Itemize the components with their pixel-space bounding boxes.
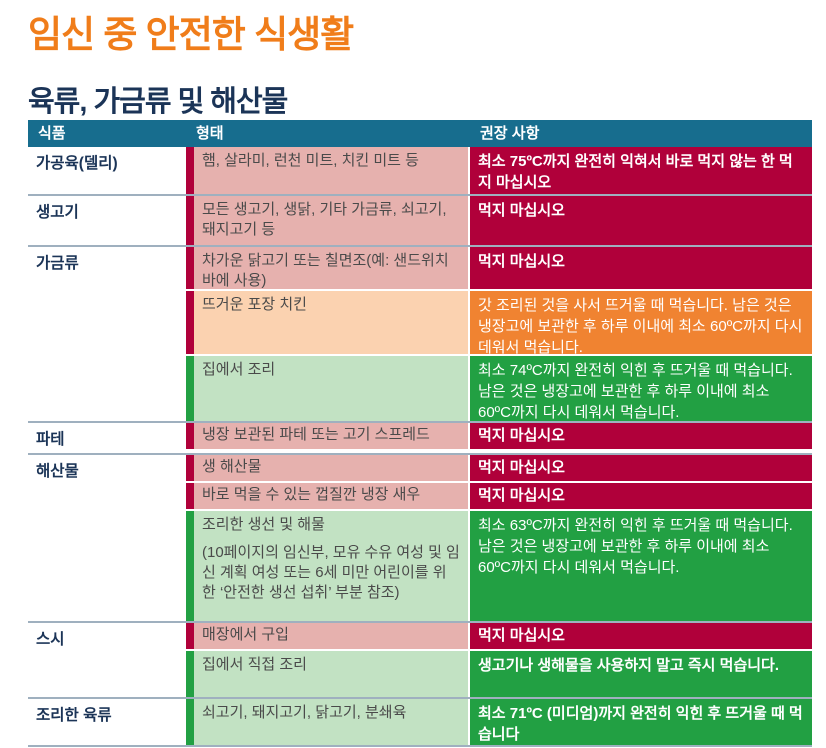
table-header: 식품 형태 권장 사항 [28, 120, 812, 147]
header-form: 형태 [196, 125, 224, 142]
level-marker [186, 423, 194, 449]
group-seafood: 해산물 생 해산물 먹지 마십시오 바로 먹을 수 있는 껍질깐 냉장 새우 먹지 … [28, 455, 812, 623]
form-note: (10페이지의 임신부, 모유 수유 여성 및 임신 계획 여성 또는 6세 미… [202, 544, 460, 601]
form-cell: 집에서 조리 [194, 356, 470, 421]
recommendation-cell: 최소 74ºC까지 완전히 익힌 후 뜨거울 때 먹습니다. 남은 것은 냉장고… [470, 356, 812, 421]
level-marker [186, 291, 194, 354]
category: 해산물 [36, 463, 79, 480]
recommendation-cell: 먹지 마십시오 [470, 196, 812, 245]
form-cell: 생 해산물 [194, 455, 470, 481]
page-title: 임신 중 안전한 식생활 [28, 14, 354, 55]
form-cell: 뜨거운 포장 치킨 [194, 291, 470, 354]
group-deli: 가공육(델리) 햄, 살라미, 런천 미트, 치킨 미트 등 최소 75ºC까지 … [28, 147, 812, 196]
table-row: 바로 먹을 수 있는 껍질깐 냉장 새우 먹지 마십시오 [186, 481, 812, 509]
level-marker [186, 147, 194, 194]
form-cell: 냉장 보관된 파테 또는 고기 스프레드 [194, 423, 470, 449]
table-row: 조리한 생선 및 해물 (10페이지의 임신부, 모유 수유 여성 및 임신 계획… [186, 509, 812, 621]
group-poultry: 가금류 차가운 닭고기 또는 칠면조(예: 샌드위치 바에 사용) 먹지 마십시오… [28, 247, 812, 423]
category: 파테 [36, 431, 65, 448]
table-row: 생 해산물 먹지 마십시오 [186, 455, 812, 481]
level-marker [186, 651, 194, 697]
table-row: 햄, 살라미, 런천 미트, 치킨 미트 등 최소 75ºC까지 완전히 익혀서 … [186, 147, 812, 194]
level-marker [186, 623, 194, 649]
group-pate: 파테 냉장 보관된 파테 또는 고기 스프레드 먹지 마십시오 [28, 423, 812, 455]
category: 생고기 [36, 204, 79, 221]
recommendation-cell: 먹지 마십시오 [470, 623, 812, 649]
form-text: 조리한 생선 및 해물 [202, 516, 325, 533]
form-cell: 모든 생고기, 생닭, 기타 가금류, 쇠고기, 돼지고기 등 [194, 196, 470, 245]
form-cell: 바로 먹을 수 있는 껍질깐 냉장 새우 [194, 483, 470, 509]
recommendation-cell: 생고기나 생해물을 사용하지 말고 즉시 먹습니다. [470, 651, 812, 697]
table-row: 집에서 조리 최소 74ºC까지 완전히 익힌 후 뜨거울 때 먹습니다. 남은 … [186, 354, 812, 421]
recommendation-cell: 최소 63ºC까지 완전히 익힌 후 뜨거울 때 먹습니다. 남은 것은 냉장고… [470, 511, 812, 621]
form-cell: 조리한 생선 및 해물 (10페이지의 임신부, 모유 수유 여성 및 임신 계획… [194, 511, 470, 621]
table-row: 냉장 보관된 파테 또는 고기 스프레드 먹지 마십시오 [186, 423, 812, 449]
recommendation-cell: 먹지 마십시오 [470, 247, 812, 289]
header-recommendation: 권장 사항 [480, 125, 540, 142]
category: 가공육(델리) [36, 155, 118, 172]
level-marker [186, 356, 194, 421]
table-row: 모든 생고기, 생닭, 기타 가금류, 쇠고기, 돼지고기 등 먹지 마십시오 [186, 196, 812, 245]
level-marker [186, 247, 194, 289]
table-row: 매장에서 구입 먹지 마십시오 [186, 623, 812, 649]
recommendation-cell: 먹지 마십시오 [470, 483, 812, 509]
level-marker [186, 483, 194, 509]
form-cell: 차가운 닭고기 또는 칠면조(예: 샌드위치 바에 사용) [194, 247, 470, 289]
form-cell: 집에서 직접 조리 [194, 651, 470, 697]
table-row: 집에서 직접 조리 생고기나 생해물을 사용하지 말고 즉시 먹습니다. [186, 649, 812, 697]
recommendation-cell: 최소 75ºC까지 완전히 익혀서 바로 먹지 않는 한 먹지 마십시오 [470, 147, 812, 194]
recommendation-cell: 최소 71ºC (미디엄)까지 완전히 익힌 후 뜨거울 때 먹습니다 [470, 699, 812, 745]
form-cell: 쇠고기, 돼지고기, 닭고기, 분쇄육 [194, 699, 470, 745]
group-raw-meat: 생고기 모든 생고기, 생닭, 기타 가금류, 쇠고기, 돼지고기 등 먹지 마십… [28, 196, 812, 247]
recommendation-cell: 먹지 마십시오 [470, 455, 812, 481]
level-marker [186, 699, 194, 745]
category: 스시 [36, 631, 65, 648]
recommendation-cell: 갓 조리된 것을 사서 뜨거울 때 먹습니다. 남은 것은 냉장고에 보관한 후… [470, 291, 812, 356]
table-row: 뜨거운 포장 치킨 갓 조리된 것을 사서 뜨거울 때 먹습니다. 남은 것은 냉… [186, 289, 812, 356]
group-sushi: 스시 매장에서 구입 먹지 마십시오 집에서 직접 조리 생고기나 생해물을 사용하… [28, 623, 812, 699]
food-safety-table: 식품 형태 권장 사항 가공육(델리) 햄, 살라미, 런천 미트, 치킨 미트… [28, 120, 812, 747]
table-row: 쇠고기, 돼지고기, 닭고기, 분쇄육 최소 71ºC (미디엄)까지 완전히 익… [186, 699, 812, 745]
level-marker [186, 455, 194, 481]
level-marker [186, 511, 194, 621]
form-cell: 매장에서 구입 [194, 623, 470, 649]
level-marker [186, 196, 194, 245]
recommendation-cell: 먹지 마십시오 [470, 423, 812, 449]
header-food: 식품 [38, 125, 66, 142]
category: 조리한 육류 [36, 707, 112, 724]
table-row: 차가운 닭고기 또는 칠면조(예: 샌드위치 바에 사용) 먹지 마십시오 [186, 247, 812, 289]
group-cooked-meat: 조리한 육류 쇠고기, 돼지고기, 닭고기, 분쇄육 최소 71ºC (미디엄)까… [28, 699, 812, 747]
category: 가금류 [36, 255, 79, 272]
section-title: 육류, 가금류 및 해산물 [28, 86, 288, 118]
form-cell: 햄, 살라미, 런천 미트, 치킨 미트 등 [194, 147, 470, 194]
